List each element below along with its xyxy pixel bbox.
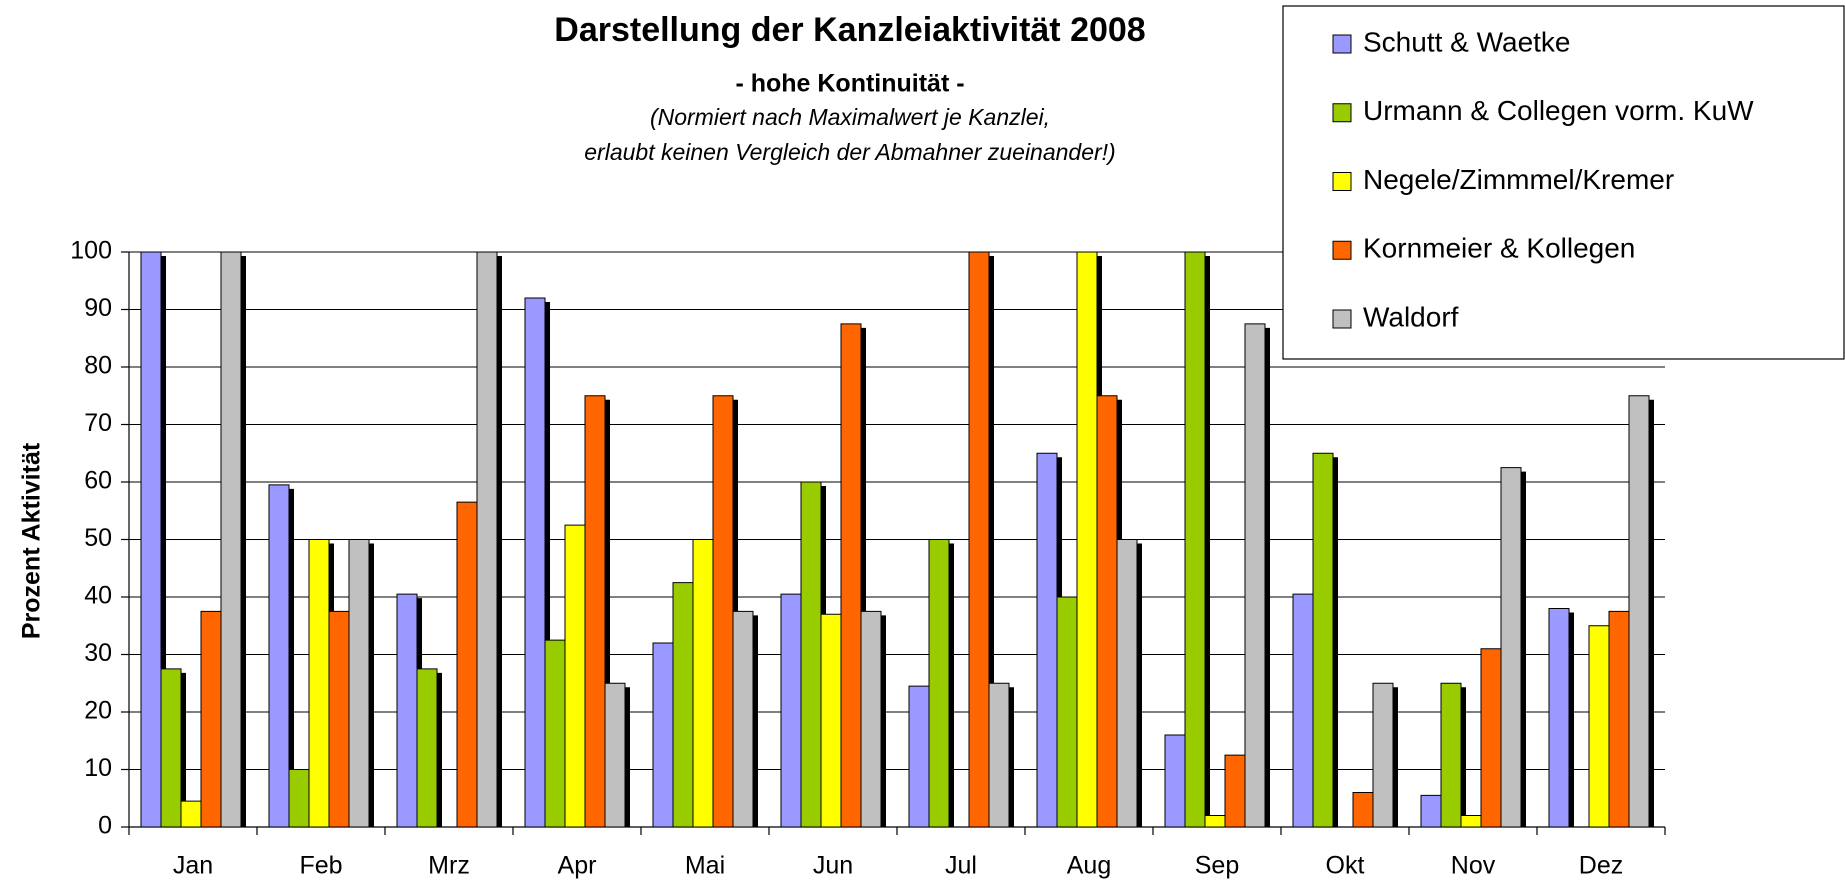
bar [348, 539, 370, 828]
x-tick-label: Jun [813, 852, 853, 880]
bar [780, 593, 802, 828]
chart-note: (Normiert nach Maximalwert je Kanzlei, [650, 104, 1050, 130]
chart-title: Darstellung der Kanzleiaktivität 2008 [554, 11, 1145, 49]
legend-swatch [1332, 172, 1352, 191]
x-tick-label: Feb [299, 852, 342, 880]
bar [1440, 682, 1462, 828]
bar [712, 395, 734, 828]
bar [1460, 815, 1482, 828]
legend-label: Schutt & Waetke [1363, 26, 1571, 57]
y-axis-label: Prozent Aktivität [18, 442, 46, 639]
x-tick-label: Jan [173, 852, 213, 880]
legend-swatch [1332, 103, 1352, 123]
bar [200, 610, 222, 828]
x-tick-label: Dez [1579, 852, 1623, 880]
bar [1372, 682, 1394, 828]
bar [1628, 395, 1650, 828]
bar [288, 769, 310, 828]
bar [308, 539, 330, 828]
bar [1244, 323, 1266, 828]
bar [820, 613, 842, 828]
bar [1312, 452, 1334, 828]
bar [1588, 625, 1610, 828]
x-tick-label: Mrz [428, 852, 470, 880]
x-tick-label: Jul [945, 852, 977, 880]
bar [1608, 610, 1630, 828]
bar [1224, 754, 1246, 828]
legend-box [1282, 5, 1845, 360]
bar [1352, 792, 1374, 828]
bar [160, 668, 182, 828]
bar [524, 297, 546, 828]
bar [220, 251, 242, 828]
chart-subtitle: - hohe Kontinuität - [735, 70, 964, 98]
bar [1204, 815, 1226, 828]
bar [1056, 596, 1078, 828]
y-tick-label: 40 [84, 582, 112, 610]
legend-label: Urmann & Collegen vorm. KuW [1363, 95, 1754, 126]
bar [1116, 539, 1138, 828]
bar [396, 593, 418, 828]
bar [908, 685, 930, 828]
bar [1480, 648, 1502, 828]
bar [1548, 608, 1570, 828]
y-tick-label: 50 [84, 524, 112, 552]
bar [1164, 734, 1186, 828]
x-tick-label: Aug [1067, 852, 1111, 880]
x-tick-label: Apr [558, 852, 597, 880]
bar [672, 582, 694, 828]
bar [268, 484, 290, 828]
bar [988, 682, 1010, 828]
y-tick-label: 80 [84, 352, 112, 380]
bar [928, 539, 950, 828]
bar [544, 639, 566, 828]
x-tick-label: Sep [1195, 852, 1239, 880]
bar [1076, 251, 1098, 828]
y-tick-label: 70 [84, 409, 112, 437]
bar [692, 539, 714, 828]
y-tick-label: 60 [84, 467, 112, 495]
y-tick-label: 20 [84, 697, 112, 725]
bar [732, 610, 754, 828]
bar [140, 251, 162, 828]
legend-swatch [1332, 34, 1352, 54]
bar [564, 524, 586, 828]
bar [840, 323, 862, 828]
bar [180, 800, 202, 828]
bar [416, 668, 438, 828]
x-tick-label: Mai [685, 852, 725, 880]
bar [456, 501, 478, 828]
bar [860, 610, 882, 828]
legend-swatch [1332, 309, 1352, 329]
bar [800, 481, 822, 828]
bar [1292, 593, 1314, 828]
bar [476, 251, 498, 828]
bar [584, 395, 606, 828]
bar [1036, 452, 1058, 828]
bar [1420, 794, 1442, 828]
x-tick-label: Okt [1326, 852, 1365, 880]
y-tick-label: 0 [98, 812, 112, 840]
chart-note: erlaubt keinen Vergleich der Abmahner zu… [584, 139, 1115, 165]
y-tick-label: 30 [84, 639, 112, 667]
bar [1184, 251, 1206, 828]
y-tick-label: 90 [84, 294, 112, 322]
y-tick-label: 100 [70, 237, 112, 265]
bar [604, 682, 626, 828]
legend-label: Negele/Zimmmel/Kremer [1363, 164, 1674, 195]
y-tick-label: 10 [84, 754, 112, 782]
bar [968, 251, 990, 828]
bar [652, 642, 674, 828]
x-tick-label: Nov [1451, 852, 1496, 880]
bar [1096, 395, 1118, 828]
legend-label: Kornmeier & Kollegen [1363, 233, 1635, 264]
bar [1500, 467, 1522, 828]
legend-label: Waldorf [1363, 301, 1459, 332]
legend-swatch [1332, 240, 1352, 260]
bar [328, 610, 350, 828]
